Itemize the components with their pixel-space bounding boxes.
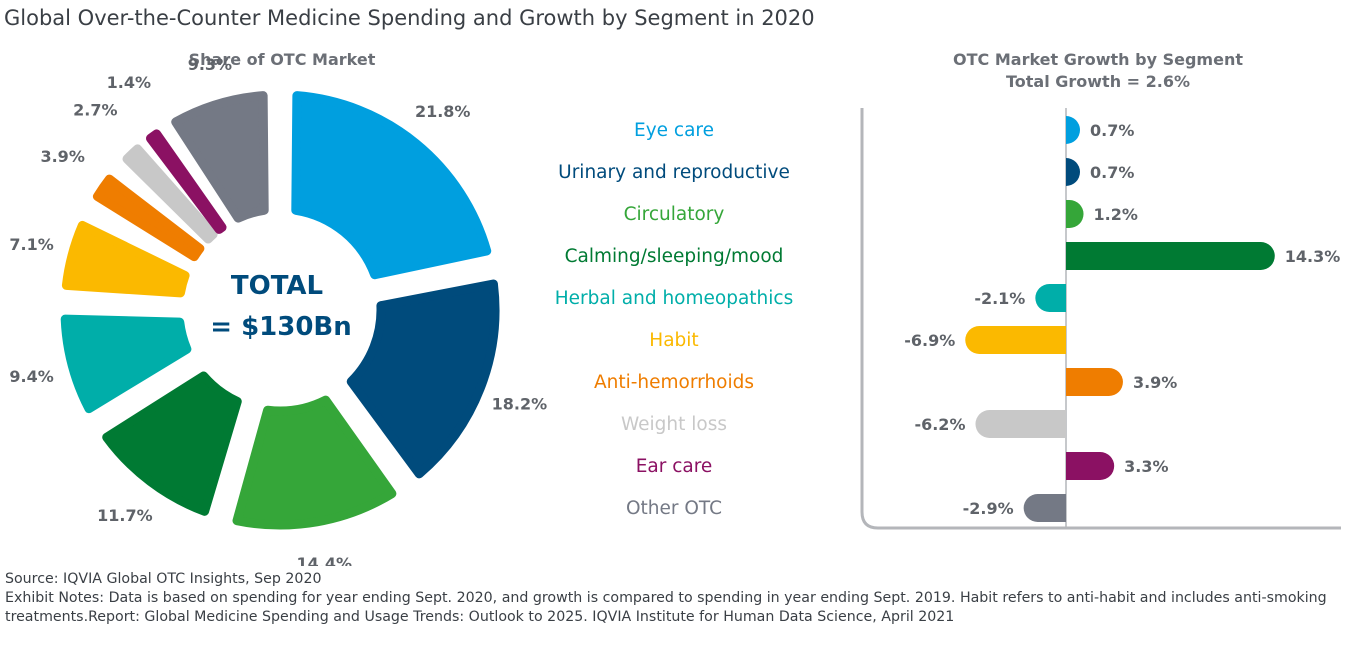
legend-item-eye-care: Eye care xyxy=(634,120,714,141)
growth-bars xyxy=(965,116,1275,522)
footer: Source: IQVIA Global OTC Insights, Sep 2… xyxy=(5,570,1350,627)
donut-slice-labels: 21.8% 18.2% 14.4% 11.7% 9.4% 7.1% 3.9% 2.7% 1.4%… xyxy=(9,55,547,566)
growth-label-habit: -6.9% xyxy=(904,331,955,350)
legend-item-calming-sleeping-mood: Calming/sleeping/mood xyxy=(565,246,784,267)
donut-chart: Share of OTC Market 21.8% 18.2% 14.4% 11.7%… xyxy=(9,50,547,566)
growth-label-circulatory: 1.2% xyxy=(1094,205,1138,224)
donut-slice-circulatory xyxy=(232,395,397,530)
legend-item-circulatory: Circulatory xyxy=(624,204,725,225)
growth-bar-weight-loss xyxy=(975,410,1066,438)
growth-label-other-otc: -2.9% xyxy=(963,499,1014,518)
donut-label-eye-care: 21.8% xyxy=(415,102,471,121)
donut-label-ear-care: 1.4% xyxy=(107,73,151,92)
donut-slice-other-otc xyxy=(171,91,269,223)
growth-bar-herbal-and-homeopathics xyxy=(1035,284,1066,312)
legend-item-anti-hemorrhoids: Anti-hemorrhoids xyxy=(594,372,754,393)
donut-slice-anti-hemorrhoids xyxy=(92,174,205,262)
legend-item-herbal-and-homeopathics: Herbal and homeopathics xyxy=(555,288,793,309)
growth-bar-eye-care xyxy=(1066,116,1080,144)
growth-label-urinary-and-reproductive: 0.7% xyxy=(1090,163,1134,182)
donut-slices xyxy=(60,91,500,530)
source-note: Source: IQVIA Global OTC Insights, Sep 2… xyxy=(5,571,322,587)
growth-bar-calming-sleeping-mood xyxy=(1066,242,1275,270)
bar-chart-title: OTC Market Growth by Segment xyxy=(953,50,1243,69)
donut-label-weight-loss: 2.7% xyxy=(73,100,117,119)
growth-bar-labels: 0.7% 0.7% 1.2% 14.3% -2.1% -6.9% 3.9% -6.2% 3.3%… xyxy=(904,121,1340,518)
donut-title: Share of OTC Market xyxy=(189,50,376,69)
growth-label-herbal-and-homeopathics: -2.1% xyxy=(974,289,1025,308)
donut-label-urinary-and-reproductive: 18.2% xyxy=(492,395,548,414)
donut-slice-eye-care xyxy=(291,91,492,280)
growth-bar-urinary-and-reproductive xyxy=(1066,158,1080,186)
growth-bar-chart: OTC Market Growth by Segment Total Growt… xyxy=(860,50,1341,530)
exhibit-notes: Exhibit Notes: Data is based on spending… xyxy=(5,590,1327,625)
donut-slice-calming-sleeping-mood xyxy=(102,371,242,516)
donut-label-habit: 7.1% xyxy=(9,235,53,254)
bar-chart-frame xyxy=(860,108,1341,530)
legend-item-ear-care: Ear care xyxy=(636,456,713,477)
growth-bar-circulatory xyxy=(1066,200,1084,228)
bar-chart-subtitle: Total Growth = 2.6% xyxy=(1006,72,1190,91)
donut-slice-urinary-and-reproductive xyxy=(346,279,500,479)
legend-item-other-otc: Other OTC xyxy=(626,498,722,519)
legend-item-urinary-and-reproductive: Urinary and reproductive xyxy=(558,162,790,183)
donut-label-calming-sleeping-mood: 11.7% xyxy=(97,506,153,525)
donut-label-circulatory: 14.4% xyxy=(296,554,352,566)
donut-slice-herbal-and-homeopathics xyxy=(60,314,192,414)
growth-bar-other-otc xyxy=(1023,494,1066,522)
growth-label-ear-care: 3.3% xyxy=(1124,457,1168,476)
growth-label-anti-hemorrhoids: 3.9% xyxy=(1133,373,1177,392)
legend-item-habit: Habit xyxy=(649,330,698,351)
donut-center-total-label: TOTAL xyxy=(231,271,323,301)
growth-bar-anti-hemorrhoids xyxy=(1066,368,1123,396)
donut-label-anti-hemorrhoids: 3.9% xyxy=(40,147,84,166)
category-legend: Eye care Urinary and reproductive Circulat… xyxy=(555,120,793,519)
growth-label-eye-care: 0.7% xyxy=(1090,121,1134,140)
growth-label-weight-loss: -6.2% xyxy=(914,415,965,434)
donut-center-total-value: = $130Bn xyxy=(210,312,352,342)
chart-canvas: Share of OTC Market 21.8% 18.2% 14.4% 11.7%… xyxy=(9,50,1341,566)
legend-item-weight-loss: Weight loss xyxy=(621,414,727,435)
donut-slice-weight-loss xyxy=(122,144,218,244)
donut-label-other-otc: 9.3% xyxy=(188,55,232,74)
donut-slice-ear-care xyxy=(145,129,227,234)
growth-bar-ear-care xyxy=(1066,452,1115,480)
growth-label-calming-sleeping-mood: 14.3% xyxy=(1285,247,1341,266)
chart-title: Global Over-the-Counter Medicine Spendin… xyxy=(4,6,815,30)
donut-label-herbal-and-homeopathics: 9.4% xyxy=(9,367,53,386)
growth-bar-habit xyxy=(965,326,1066,354)
donut-slice-habit xyxy=(61,220,190,298)
